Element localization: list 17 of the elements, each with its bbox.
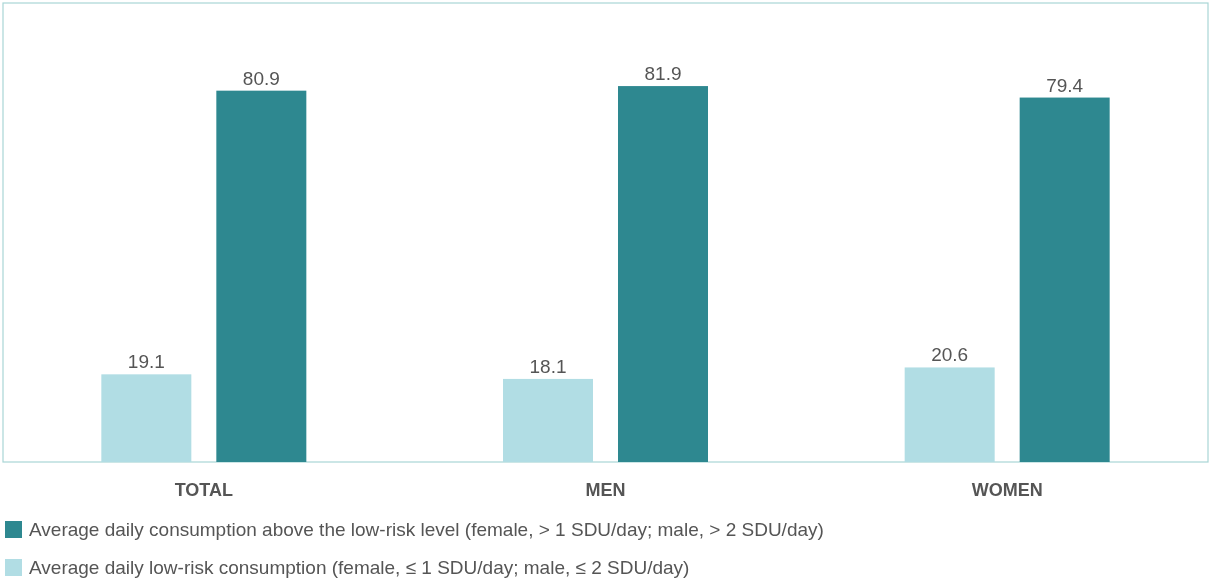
legend-label: Average daily low-risk consumption (female, ≤ 1 SDU/day; male, ≤ 2 SDU/day) <box>29 557 690 578</box>
bar <box>101 374 192 462</box>
data-label: 81.9 <box>644 63 682 85</box>
x-tick-label: MEN <box>585 480 626 500</box>
data-label: 18.1 <box>529 355 567 377</box>
x-tick-label: WOMEN <box>971 480 1043 500</box>
data-label: 19.1 <box>127 351 165 373</box>
bar <box>216 90 307 462</box>
data-label: 80.9 <box>242 67 280 89</box>
data-label: 79.4 <box>1046 74 1084 96</box>
bar <box>904 367 995 462</box>
data-label: 20.6 <box>931 344 969 366</box>
bar <box>503 378 593 462</box>
bar <box>1019 97 1110 462</box>
legend-label: Average daily consumption above the low-risk level (female, > 1 SDU/day; male, > 2 SDU/day) <box>29 519 824 540</box>
bar <box>618 86 708 462</box>
x-tick-label: TOTAL <box>174 480 233 500</box>
